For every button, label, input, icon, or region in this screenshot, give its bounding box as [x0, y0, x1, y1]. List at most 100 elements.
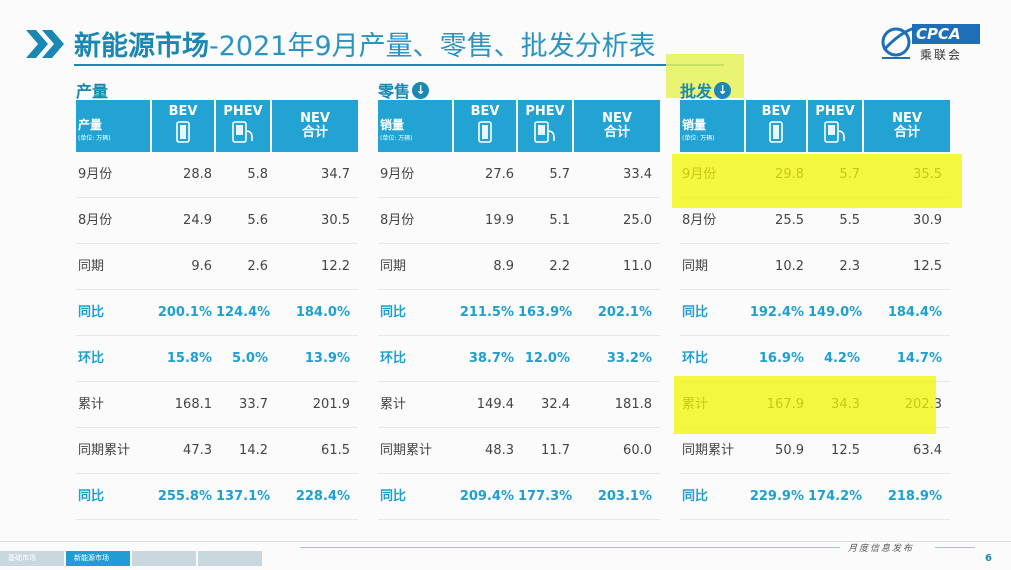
- section-label-text: 产量: [76, 82, 109, 101]
- table-row: 同比 211.5% 163.9% 202.1%: [378, 290, 660, 336]
- row-label: 同比: [78, 305, 105, 320]
- footer-tabs: 基础市场 新能源市场: [0, 551, 264, 566]
- cell-nev: 30.5: [321, 213, 350, 228]
- header-nev-sub: 合计: [603, 125, 630, 140]
- table-row: 9月份 28.8 5.8 34.7: [76, 152, 358, 198]
- row-highlight: [672, 154, 962, 208]
- cell-bev: 27.6: [485, 167, 514, 182]
- row-label: 同比: [78, 489, 105, 504]
- table-row: 同期累计 48.3 11.7 60.0: [378, 428, 660, 474]
- cell-phev: 12.0%: [524, 351, 570, 366]
- footer-monthly: 月度信息发布: [848, 544, 915, 554]
- table-row: 同期 8.9 2.2 11.0: [378, 244, 660, 290]
- footer-divider: [0, 541, 1011, 542]
- cell-nev: 203.1%: [597, 489, 652, 504]
- row-label: 同期: [380, 259, 407, 274]
- footer-line: [300, 547, 840, 548]
- cell-phev: 5.1: [549, 213, 570, 228]
- header-bev: BEV: [152, 100, 216, 152]
- cell-bev: 209.4%: [459, 489, 514, 504]
- arrow-down-circle-icon: ↓: [412, 81, 430, 99]
- page-title-sub: -2021年9月产量、零售、批发分析表: [209, 31, 656, 62]
- cpca-logo-text: CPCA: [912, 24, 980, 44]
- cpca-globe-icon: [881, 26, 915, 59]
- header-bev-label: BEV: [470, 104, 500, 119]
- table-row: 8月份 25.5 5.5 30.9: [680, 198, 950, 244]
- header-first-col: 销量 (单位: 万辆): [680, 100, 746, 152]
- cell-bev: 25.5: [775, 213, 804, 228]
- row-label: 环比: [682, 351, 709, 366]
- row-label: 同比: [380, 489, 407, 504]
- cpca-logo: CPCA 乘联会: [880, 22, 992, 66]
- cell-bev: 192.4%: [749, 305, 804, 320]
- table-row: 同期 9.6 2.6 12.2: [76, 244, 358, 290]
- cell-bev: 168.1: [174, 397, 212, 412]
- row-label: 同期累计: [682, 443, 735, 458]
- header-nev: NEV 合计: [574, 100, 660, 152]
- cell-phev: 5.6: [247, 213, 268, 228]
- cell-nev: 228.4%: [295, 489, 350, 504]
- table-header: 销量 (单位: 万辆) BEV PHEV NEV 合计: [378, 100, 660, 152]
- header-phev: PHEV: [518, 100, 574, 152]
- header-phev: PHEV: [216, 100, 272, 152]
- section-label: 产量: [76, 78, 108, 102]
- cell-nev: 181.8: [614, 397, 652, 412]
- footer-tab[interactable]: [132, 551, 196, 566]
- header-first-col: 产量 (单位: 万辆): [76, 100, 152, 152]
- cell-bev: 9.6: [191, 259, 212, 274]
- cell-phev: 12.5: [831, 443, 860, 458]
- footer: 基础市场 新能源市场 月度信息发布 6: [0, 541, 1011, 570]
- cell-phev: 5.0%: [231, 351, 268, 366]
- cell-bev: 24.9: [183, 213, 212, 228]
- section-label-text: 批发: [680, 82, 713, 101]
- battery-icon: [176, 121, 190, 143]
- header-phev-label: PHEV: [223, 104, 263, 119]
- header-nev: NEV 合计: [864, 100, 950, 152]
- table-row: 同期累计 50.9 12.5 63.4: [680, 428, 950, 474]
- footer-tab[interactable]: [198, 551, 262, 566]
- label-highlight: [666, 54, 744, 98]
- header-first-col: 销量 (单位: 万辆): [378, 100, 454, 152]
- header-unit: (单位: 万辆): [380, 135, 413, 142]
- page-number: 6: [985, 553, 992, 564]
- header-nev-sub: 合计: [893, 125, 920, 140]
- table-row: 环比 15.8% 5.0% 13.9%: [76, 336, 358, 382]
- footer-tab[interactable]: 新能源市场: [66, 551, 130, 566]
- table-row: 环比 38.7% 12.0% 33.2%: [378, 336, 660, 382]
- cell-nev: 12.2: [321, 259, 350, 274]
- header-bev-label: BEV: [168, 104, 198, 119]
- row-label: 累计: [380, 397, 407, 412]
- cell-bev: 15.8%: [166, 351, 212, 366]
- header-nev-label: NEV: [602, 111, 632, 126]
- cell-phev: 2.6: [247, 259, 268, 274]
- cell-nev: 63.4: [913, 443, 942, 458]
- table-row: 同期 10.2 2.3 12.5: [680, 244, 950, 290]
- cell-phev: 5.8: [247, 167, 268, 182]
- cell-phev: 5.7: [549, 167, 570, 182]
- cell-nev: 33.2%: [606, 351, 652, 366]
- header-bev-label: BEV: [761, 104, 791, 119]
- cell-bev: 211.5%: [459, 305, 514, 320]
- footer-tab[interactable]: 基础市场: [0, 551, 64, 566]
- cell-nev: 14.7%: [896, 351, 942, 366]
- page-title: 新能源市场-2021年9月产量、零售、批发分析表: [74, 24, 656, 63]
- table-row: 9月份 27.6 5.7 33.4: [378, 152, 660, 198]
- cell-nev: 201.9: [312, 397, 350, 412]
- cell-bev: 28.8: [183, 167, 212, 182]
- cell-bev: 149.4: [476, 397, 514, 412]
- footer-line-right: [935, 547, 975, 548]
- cell-bev: 10.2: [775, 259, 804, 274]
- title-underline: [74, 64, 724, 66]
- row-label: 9月份: [78, 167, 113, 182]
- plug-in-battery-icon: [232, 121, 253, 143]
- cell-bev: 8.9: [493, 259, 514, 274]
- table-row: 同比 200.1% 124.4% 184.0%: [76, 290, 358, 336]
- table-row: 同期累计 47.3 14.2 61.5: [76, 428, 358, 474]
- cell-phev: 11.7: [541, 443, 570, 458]
- table-row: 8月份 19.9 5.1 25.0: [378, 198, 660, 244]
- cell-bev: 200.1%: [157, 305, 212, 320]
- battery-icon: [769, 121, 783, 143]
- chevron-double-right-icon: [26, 30, 64, 58]
- table-header: 销量 (单位: 万辆) BEV PHEV NEV 合计: [680, 100, 950, 152]
- cell-nev: 12.5: [913, 259, 942, 274]
